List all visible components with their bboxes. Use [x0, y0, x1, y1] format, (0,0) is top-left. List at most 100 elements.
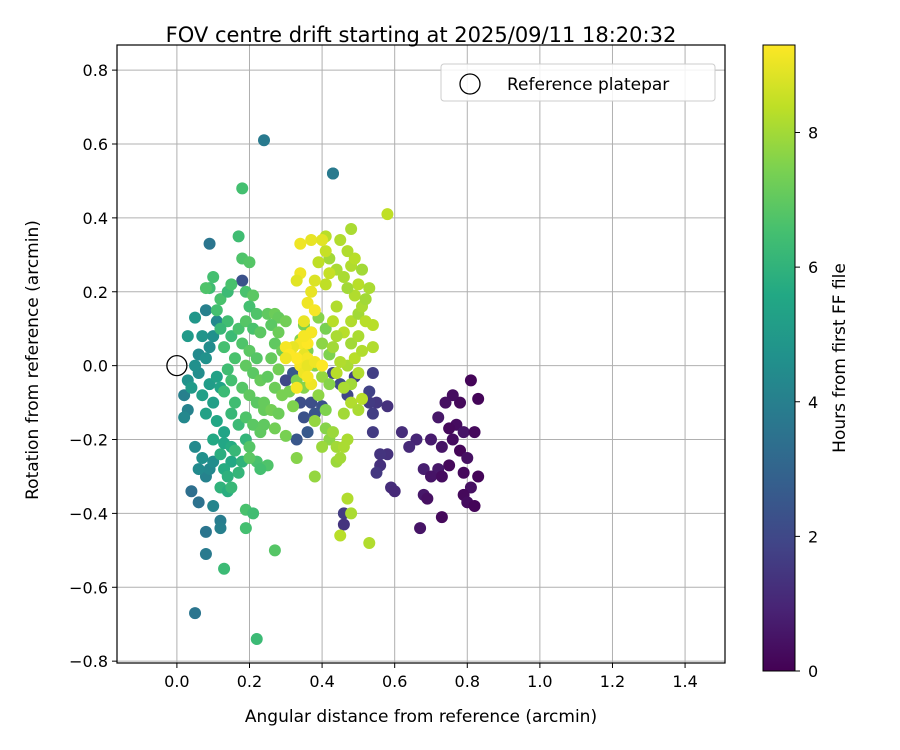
y-tick-label: 0.4: [83, 209, 108, 228]
data-point: [334, 234, 347, 247]
data-point: [185, 485, 198, 498]
colorbar-tick-label: 0: [808, 662, 818, 681]
data-point: [363, 536, 376, 549]
data-point: [366, 367, 379, 380]
x-tick-label: 0.2: [237, 672, 262, 691]
data-point: [348, 352, 361, 365]
legend-box: [440, 63, 716, 102]
x-axis: 0.0 0.2 0.4 0.6 0.8 1.0 1.2 1.4: [164, 663, 698, 691]
data-point: [254, 326, 267, 339]
legend-marker-icon: [459, 73, 481, 95]
data-point: [457, 466, 470, 479]
y-tick-label: −0.4: [69, 504, 108, 523]
x-tick-label: 0.6: [382, 672, 407, 691]
data-point: [316, 359, 329, 372]
data-point: [294, 237, 307, 250]
colorbar-gradient: [762, 44, 796, 672]
data-point: [236, 337, 249, 350]
data-point: [265, 319, 278, 332]
data-point: [243, 344, 256, 357]
data-point: [236, 182, 249, 195]
data-point: [214, 448, 227, 461]
data-point: [297, 330, 310, 343]
data-point: [366, 407, 379, 420]
data-point: [199, 352, 212, 365]
data-point: [334, 529, 347, 542]
data-point: [337, 407, 350, 420]
data-point: [290, 274, 303, 287]
data-point: [308, 415, 321, 428]
data-point: [381, 208, 394, 221]
data-point: [228, 396, 241, 409]
data-point: [290, 381, 303, 394]
chart-title: FOV centre drift starting at 2025/09/11 …: [166, 23, 677, 47]
x-tick-label: 1.2: [600, 672, 625, 691]
data-point: [243, 440, 256, 453]
data-point: [319, 278, 332, 291]
data-point: [232, 322, 245, 335]
data-point: [207, 396, 220, 409]
data-point: [464, 374, 477, 387]
data-point: [297, 411, 310, 424]
data-point: [435, 470, 448, 483]
data-point: [225, 374, 238, 387]
data-point: [334, 451, 347, 464]
data-point: [181, 330, 194, 343]
data-point: [196, 451, 209, 464]
data-point: [435, 511, 448, 524]
data-point: [279, 315, 292, 328]
data-point: [199, 407, 212, 420]
data-point: [345, 337, 358, 350]
colorbar: 0 2 4 6 8 Hours from first FF file: [762, 44, 850, 681]
data-point: [261, 370, 274, 383]
x-tick-label: 0.0: [164, 672, 189, 691]
data-point: [414, 522, 427, 535]
data-point: [272, 407, 285, 420]
data-point: [232, 418, 245, 431]
data-point: [305, 396, 318, 409]
data-point: [457, 426, 470, 439]
data-point: [250, 352, 263, 365]
data-point: [337, 381, 350, 394]
y-tick-label: −0.8: [69, 652, 108, 671]
data-point: [345, 396, 358, 409]
data-point: [228, 444, 241, 457]
legend: Reference platepar: [440, 63, 716, 102]
colorbar-tick-label: 8: [808, 124, 818, 143]
data-point: [316, 337, 329, 350]
data-point: [254, 463, 267, 476]
data-point: [207, 270, 220, 283]
data-point: [247, 367, 260, 380]
data-point: [225, 407, 238, 420]
data-point: [290, 433, 303, 446]
y-tick-label: −0.6: [69, 578, 108, 597]
data-point: [472, 470, 485, 483]
data-point: [290, 451, 303, 464]
data-point: [316, 234, 329, 247]
data-point: [258, 134, 271, 147]
x-tick-label: 0.4: [309, 672, 334, 691]
data-point: [207, 330, 220, 343]
data-point: [341, 433, 354, 446]
data-point: [341, 492, 354, 505]
data-point: [305, 285, 318, 298]
data-point: [421, 492, 434, 505]
data-point: [417, 463, 430, 476]
y-axis-label: Rotation from reference (arcmin): [23, 220, 43, 500]
data-point: [218, 426, 231, 439]
data-point: [345, 222, 358, 235]
data-point: [312, 389, 325, 402]
data-point: [178, 411, 191, 424]
data-point: [239, 315, 252, 328]
data-point: [308, 274, 321, 287]
data-point: [326, 167, 339, 180]
data-point: [243, 256, 256, 269]
data-point: [435, 440, 448, 453]
data-point: [225, 481, 238, 494]
data-point: [366, 341, 379, 354]
colorbar-ticks: 0 2 4 6 8: [795, 124, 818, 681]
data-point: [337, 518, 350, 531]
data-point: [356, 263, 369, 276]
data-point: [203, 378, 216, 391]
y-tick-label: 0.2: [83, 283, 108, 302]
